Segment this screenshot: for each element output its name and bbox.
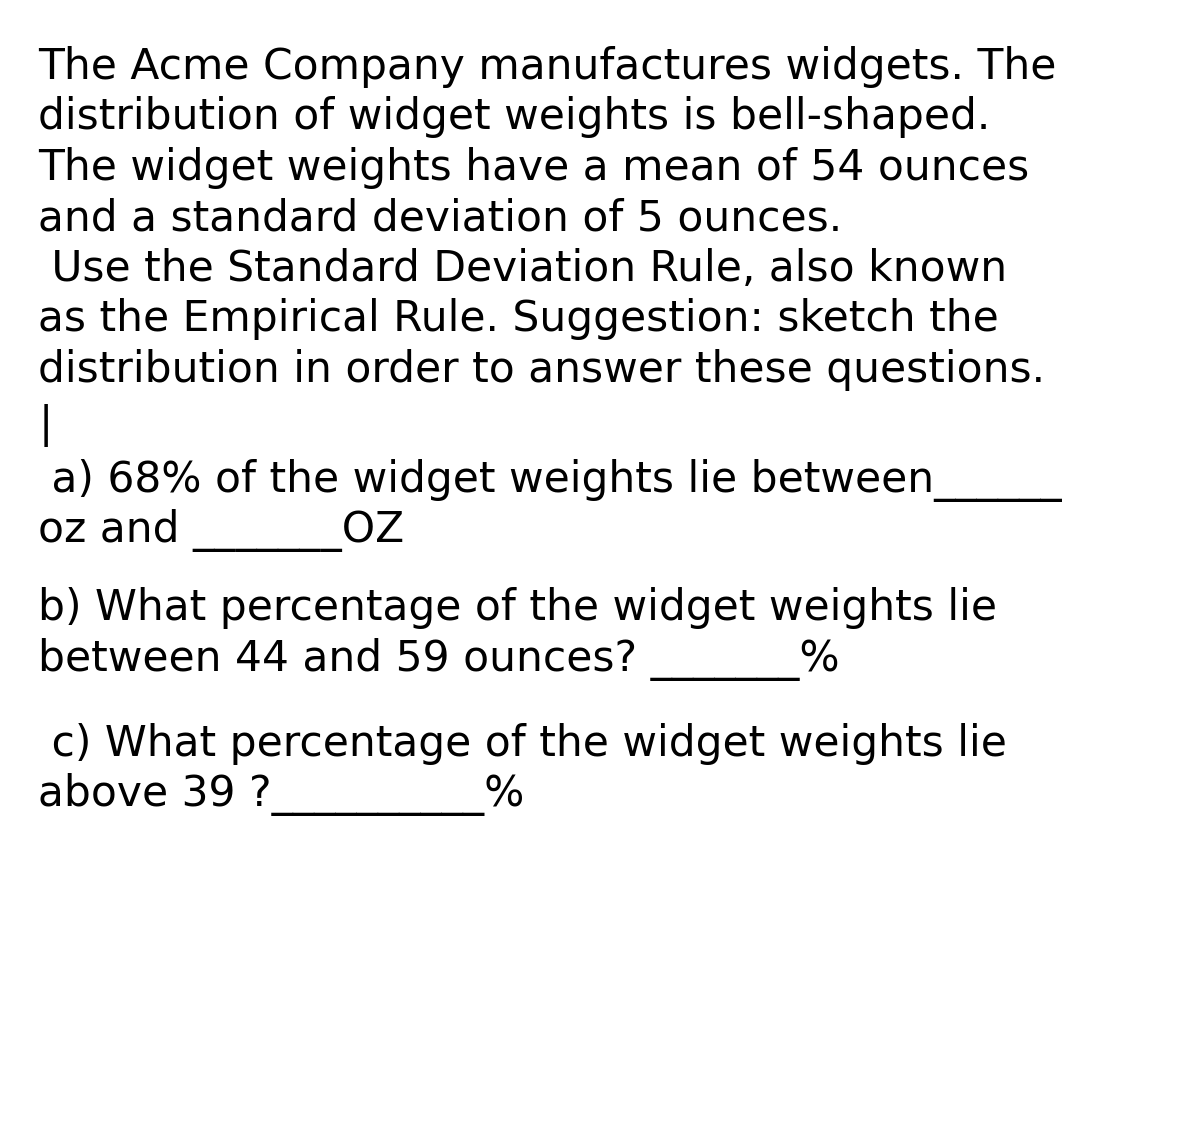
Text: Use the Standard Deviation Rule, also known: Use the Standard Deviation Rule, also kn… (38, 248, 1008, 290)
Text: The widget weights have a mean of 54 ounces: The widget weights have a mean of 54 oun… (38, 147, 1030, 189)
Text: oz and _______OZ: oz and _______OZ (38, 509, 404, 552)
Text: |: | (38, 404, 53, 446)
Text: above 39 ?__________%: above 39 ?__________% (38, 773, 524, 816)
Text: and a standard deviation of 5 ounces.: and a standard deviation of 5 ounces. (38, 197, 842, 240)
Text: b) What percentage of the widget weights lie: b) What percentage of the widget weights… (38, 587, 997, 630)
Text: c) What percentage of the widget weights lie: c) What percentage of the widget weights… (38, 723, 1007, 765)
Text: as the Empirical Rule. Suggestion: sketch the: as the Empirical Rule. Suggestion: sketc… (38, 298, 1000, 341)
Text: distribution in order to answer these questions.: distribution in order to answer these qu… (38, 349, 1045, 391)
Text: distribution of widget weights is bell-shaped.: distribution of widget weights is bell-s… (38, 96, 991, 139)
Text: The Acme Company manufactures widgets. The: The Acme Company manufactures widgets. T… (38, 46, 1057, 88)
Text: between 44 and 59 ounces? _______%: between 44 and 59 ounces? _______% (38, 638, 840, 680)
Text: a) 68% of the widget weights lie between______: a) 68% of the widget weights lie between… (38, 459, 1062, 501)
